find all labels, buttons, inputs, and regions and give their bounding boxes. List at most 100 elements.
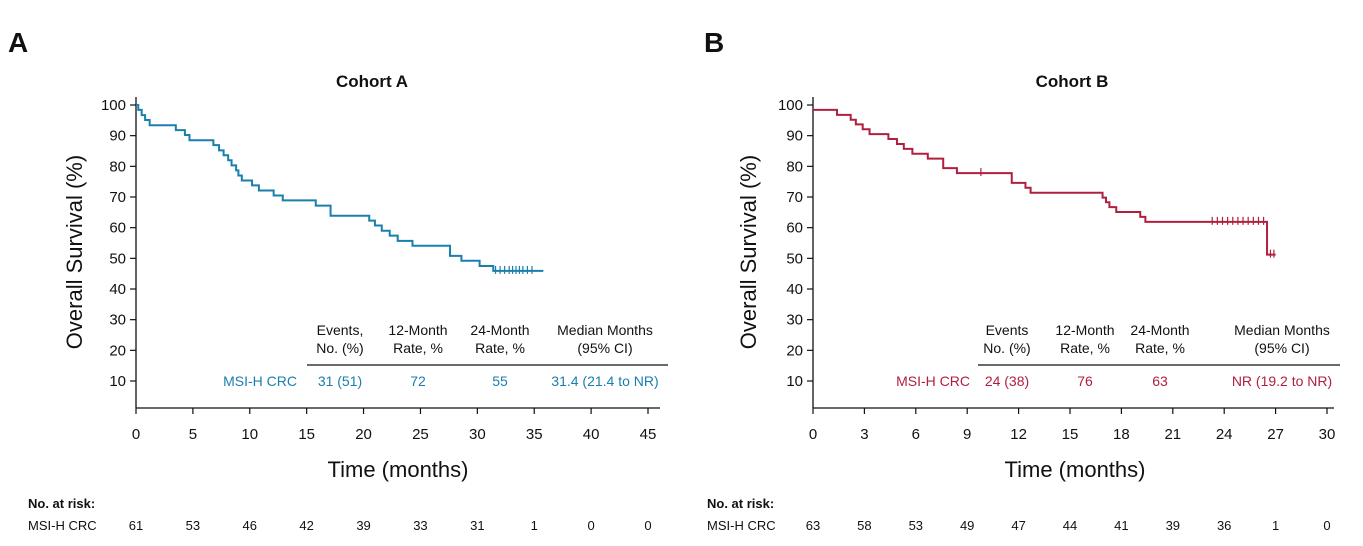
at-risk-label: MSI-H CRC bbox=[28, 518, 97, 533]
y-tick-label: 50 bbox=[786, 250, 803, 267]
stat-12mo-value: 76 bbox=[1077, 373, 1093, 389]
panel-b-survival-curve bbox=[813, 108, 1276, 256]
panel-a-title: Cohort A bbox=[336, 72, 408, 91]
at-risk-value: 46 bbox=[243, 518, 257, 533]
at-risk-value: 53 bbox=[186, 518, 200, 533]
at-risk-value: 33 bbox=[413, 518, 427, 533]
stat-row-label: MSI-H CRC bbox=[896, 373, 970, 389]
at-risk-values: 63 58 53 49 47 44 41 39 36 1 0 bbox=[806, 518, 1331, 533]
y-tick-label: 60 bbox=[109, 220, 126, 237]
panel-b-letter: B bbox=[704, 27, 724, 58]
at-risk-value: 47 bbox=[1011, 518, 1025, 533]
stat-row-label: MSI-H CRC bbox=[223, 373, 297, 389]
x-tick-label: 9 bbox=[963, 426, 971, 443]
panel-b-stats-table: Events No. (%) 12-Month Rate, % 24-Month… bbox=[896, 322, 1340, 389]
panel-a-x-ticks: 0 5 10 15 20 25 30 35 40 45 bbox=[132, 408, 656, 443]
y-tick-label: 100 bbox=[101, 97, 126, 114]
stat-header-24mo-2: Rate, % bbox=[1135, 340, 1185, 356]
at-risk-value: 1 bbox=[1272, 518, 1279, 533]
at-risk-value: 41 bbox=[1114, 518, 1128, 533]
stat-median-value: NR (19.2 to NR) bbox=[1232, 373, 1332, 389]
y-tick-label: 70 bbox=[109, 189, 126, 206]
y-tick-label: 10 bbox=[786, 373, 803, 390]
stat-header-12mo-1: 12-Month bbox=[388, 322, 447, 338]
panel-b-y-axis-label: Overall Survival (%) bbox=[736, 155, 761, 349]
at-risk-value: 42 bbox=[299, 518, 313, 533]
panel-a-stats-table: Events, No. (%) 12-Month Rate, % 24-Mont… bbox=[223, 322, 668, 389]
x-tick-label: 6 bbox=[912, 426, 920, 443]
x-tick-label: 15 bbox=[298, 426, 315, 443]
stat-median-value: 31.4 (21.4 to NR) bbox=[551, 373, 658, 389]
x-tick-label: 18 bbox=[1113, 426, 1130, 443]
x-tick-label: 24 bbox=[1216, 426, 1233, 443]
at-risk-value: 49 bbox=[960, 518, 974, 533]
y-tick-label: 80 bbox=[109, 158, 126, 175]
panel-b-y-ticks: 10 20 30 40 50 60 70 80 90 100 bbox=[778, 97, 813, 390]
stat-header-median-1: Median Months bbox=[557, 322, 653, 338]
x-tick-label: 12 bbox=[1010, 426, 1027, 443]
at-risk-header: No. at risk: bbox=[707, 496, 774, 511]
panel-b-x-ticks: 0 3 6 9 12 15 18 21 24 27 30 bbox=[809, 408, 1336, 443]
at-risk-value: 36 bbox=[1217, 518, 1231, 533]
stat-header-median-1: Median Months bbox=[1234, 322, 1330, 338]
y-tick-label: 20 bbox=[109, 342, 126, 359]
at-risk-value: 0 bbox=[587, 518, 594, 533]
at-risk-value: 0 bbox=[644, 518, 651, 533]
y-tick-label: 90 bbox=[109, 128, 126, 145]
panel-a-at-risk: No. at risk: MSI-H CRC 61 53 46 42 39 33 31 1 0 0 bbox=[28, 496, 652, 533]
at-risk-value: 1 bbox=[531, 518, 538, 533]
stat-12mo-value: 72 bbox=[410, 373, 426, 389]
at-risk-value: 63 bbox=[806, 518, 820, 533]
stat-header-median-2: (95% CI) bbox=[577, 340, 632, 356]
x-tick-label: 27 bbox=[1267, 426, 1284, 443]
panel-a-letter: A bbox=[8, 27, 28, 58]
panel-b-censor-marks bbox=[980, 168, 1275, 258]
stat-header-events-2: No. (%) bbox=[983, 340, 1030, 356]
at-risk-value: 0 bbox=[1323, 518, 1330, 533]
stat-header-events-1: Events bbox=[986, 322, 1029, 338]
x-tick-label: 0 bbox=[132, 426, 140, 443]
x-tick-label: 3 bbox=[860, 426, 868, 443]
stat-events-value: 24 (38) bbox=[985, 373, 1029, 389]
stat-header-12mo-2: Rate, % bbox=[393, 340, 443, 356]
y-tick-label: 80 bbox=[786, 158, 803, 175]
stat-header-24mo-2: Rate, % bbox=[475, 340, 525, 356]
stat-24mo-value: 63 bbox=[1152, 373, 1168, 389]
x-tick-label: 21 bbox=[1164, 426, 1181, 443]
x-tick-label: 20 bbox=[355, 426, 372, 443]
at-risk-values: 61 53 46 42 39 33 31 1 0 0 bbox=[129, 518, 652, 533]
panel-a-survival-curve bbox=[136, 104, 544, 272]
at-risk-value: 39 bbox=[1166, 518, 1180, 533]
x-tick-label: 0 bbox=[809, 426, 817, 443]
stat-header-12mo-2: Rate, % bbox=[1060, 340, 1110, 356]
panel-a-x-axis-label: Time (months) bbox=[328, 457, 469, 482]
at-risk-label: MSI-H CRC bbox=[707, 518, 776, 533]
panel-a-y-ticks: 10 20 30 40 50 60 70 80 90 100 bbox=[101, 97, 136, 390]
stat-header-events-1: Events, bbox=[317, 322, 364, 338]
x-tick-label: 30 bbox=[469, 426, 486, 443]
at-risk-value: 61 bbox=[129, 518, 143, 533]
stat-header-12mo-1: 12-Month bbox=[1055, 322, 1114, 338]
x-tick-label: 10 bbox=[241, 426, 258, 443]
y-tick-label: 30 bbox=[109, 312, 126, 329]
panel-b-x-axis-label: Time (months) bbox=[1005, 457, 1146, 482]
x-tick-label: 25 bbox=[412, 426, 429, 443]
y-tick-label: 30 bbox=[786, 312, 803, 329]
panel-a-censor-marks bbox=[494, 265, 533, 274]
at-risk-value: 39 bbox=[356, 518, 370, 533]
at-risk-value: 53 bbox=[909, 518, 923, 533]
stat-header-events-2: No. (%) bbox=[316, 340, 363, 356]
x-tick-label: 35 bbox=[526, 426, 543, 443]
x-tick-label: 15 bbox=[1062, 426, 1079, 443]
panel-b-title: Cohort B bbox=[1036, 72, 1109, 91]
at-risk-value: 44 bbox=[1063, 518, 1077, 533]
y-tick-label: 90 bbox=[786, 128, 803, 145]
at-risk-header: No. at risk: bbox=[28, 496, 95, 511]
stat-header-24mo-1: 24-Month bbox=[470, 322, 529, 338]
stat-header-median-2: (95% CI) bbox=[1254, 340, 1309, 356]
stat-header-24mo-1: 24-Month bbox=[1130, 322, 1189, 338]
y-tick-label: 100 bbox=[778, 97, 803, 114]
panel-b-at-risk: No. at risk: MSI-H CRC 63 58 53 49 47 44 41 39 3… bbox=[707, 496, 1331, 533]
x-tick-label: 30 bbox=[1319, 426, 1336, 443]
